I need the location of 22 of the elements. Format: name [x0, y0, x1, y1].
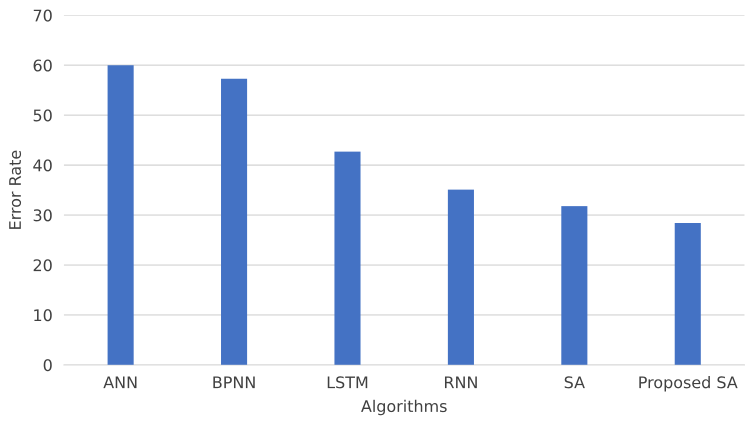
y-tick-label: 10: [34, 309, 52, 322]
bar: [334, 152, 361, 365]
bar: [448, 190, 474, 365]
x-tick-label: Proposed SA: [639, 376, 738, 392]
y-tick-label: 60: [34, 59, 52, 72]
bar: [221, 78, 248, 365]
bar: [561, 206, 588, 365]
x-tick-label: RNN: [444, 376, 477, 388]
x-tick-label: BPNN: [213, 376, 255, 388]
y-tick-label: 0: [44, 359, 52, 372]
bar: [108, 65, 134, 365]
y-tick-label: 20: [34, 259, 52, 272]
bar: [674, 223, 701, 365]
y-tick-label: 50: [34, 109, 52, 122]
y-tick-label: 70: [34, 10, 52, 22]
x-tick-label: ANN: [103, 376, 136, 388]
y-tick-label: 30: [34, 209, 52, 222]
y-axis-title: Error Rate: [9, 150, 22, 229]
y-tick-label: 40: [33, 159, 52, 172]
x-tick-label: LSTM: [328, 376, 368, 388]
x-axis-title: Algorithms: [361, 400, 447, 416]
x-tick-label: SA: [564, 376, 585, 388]
